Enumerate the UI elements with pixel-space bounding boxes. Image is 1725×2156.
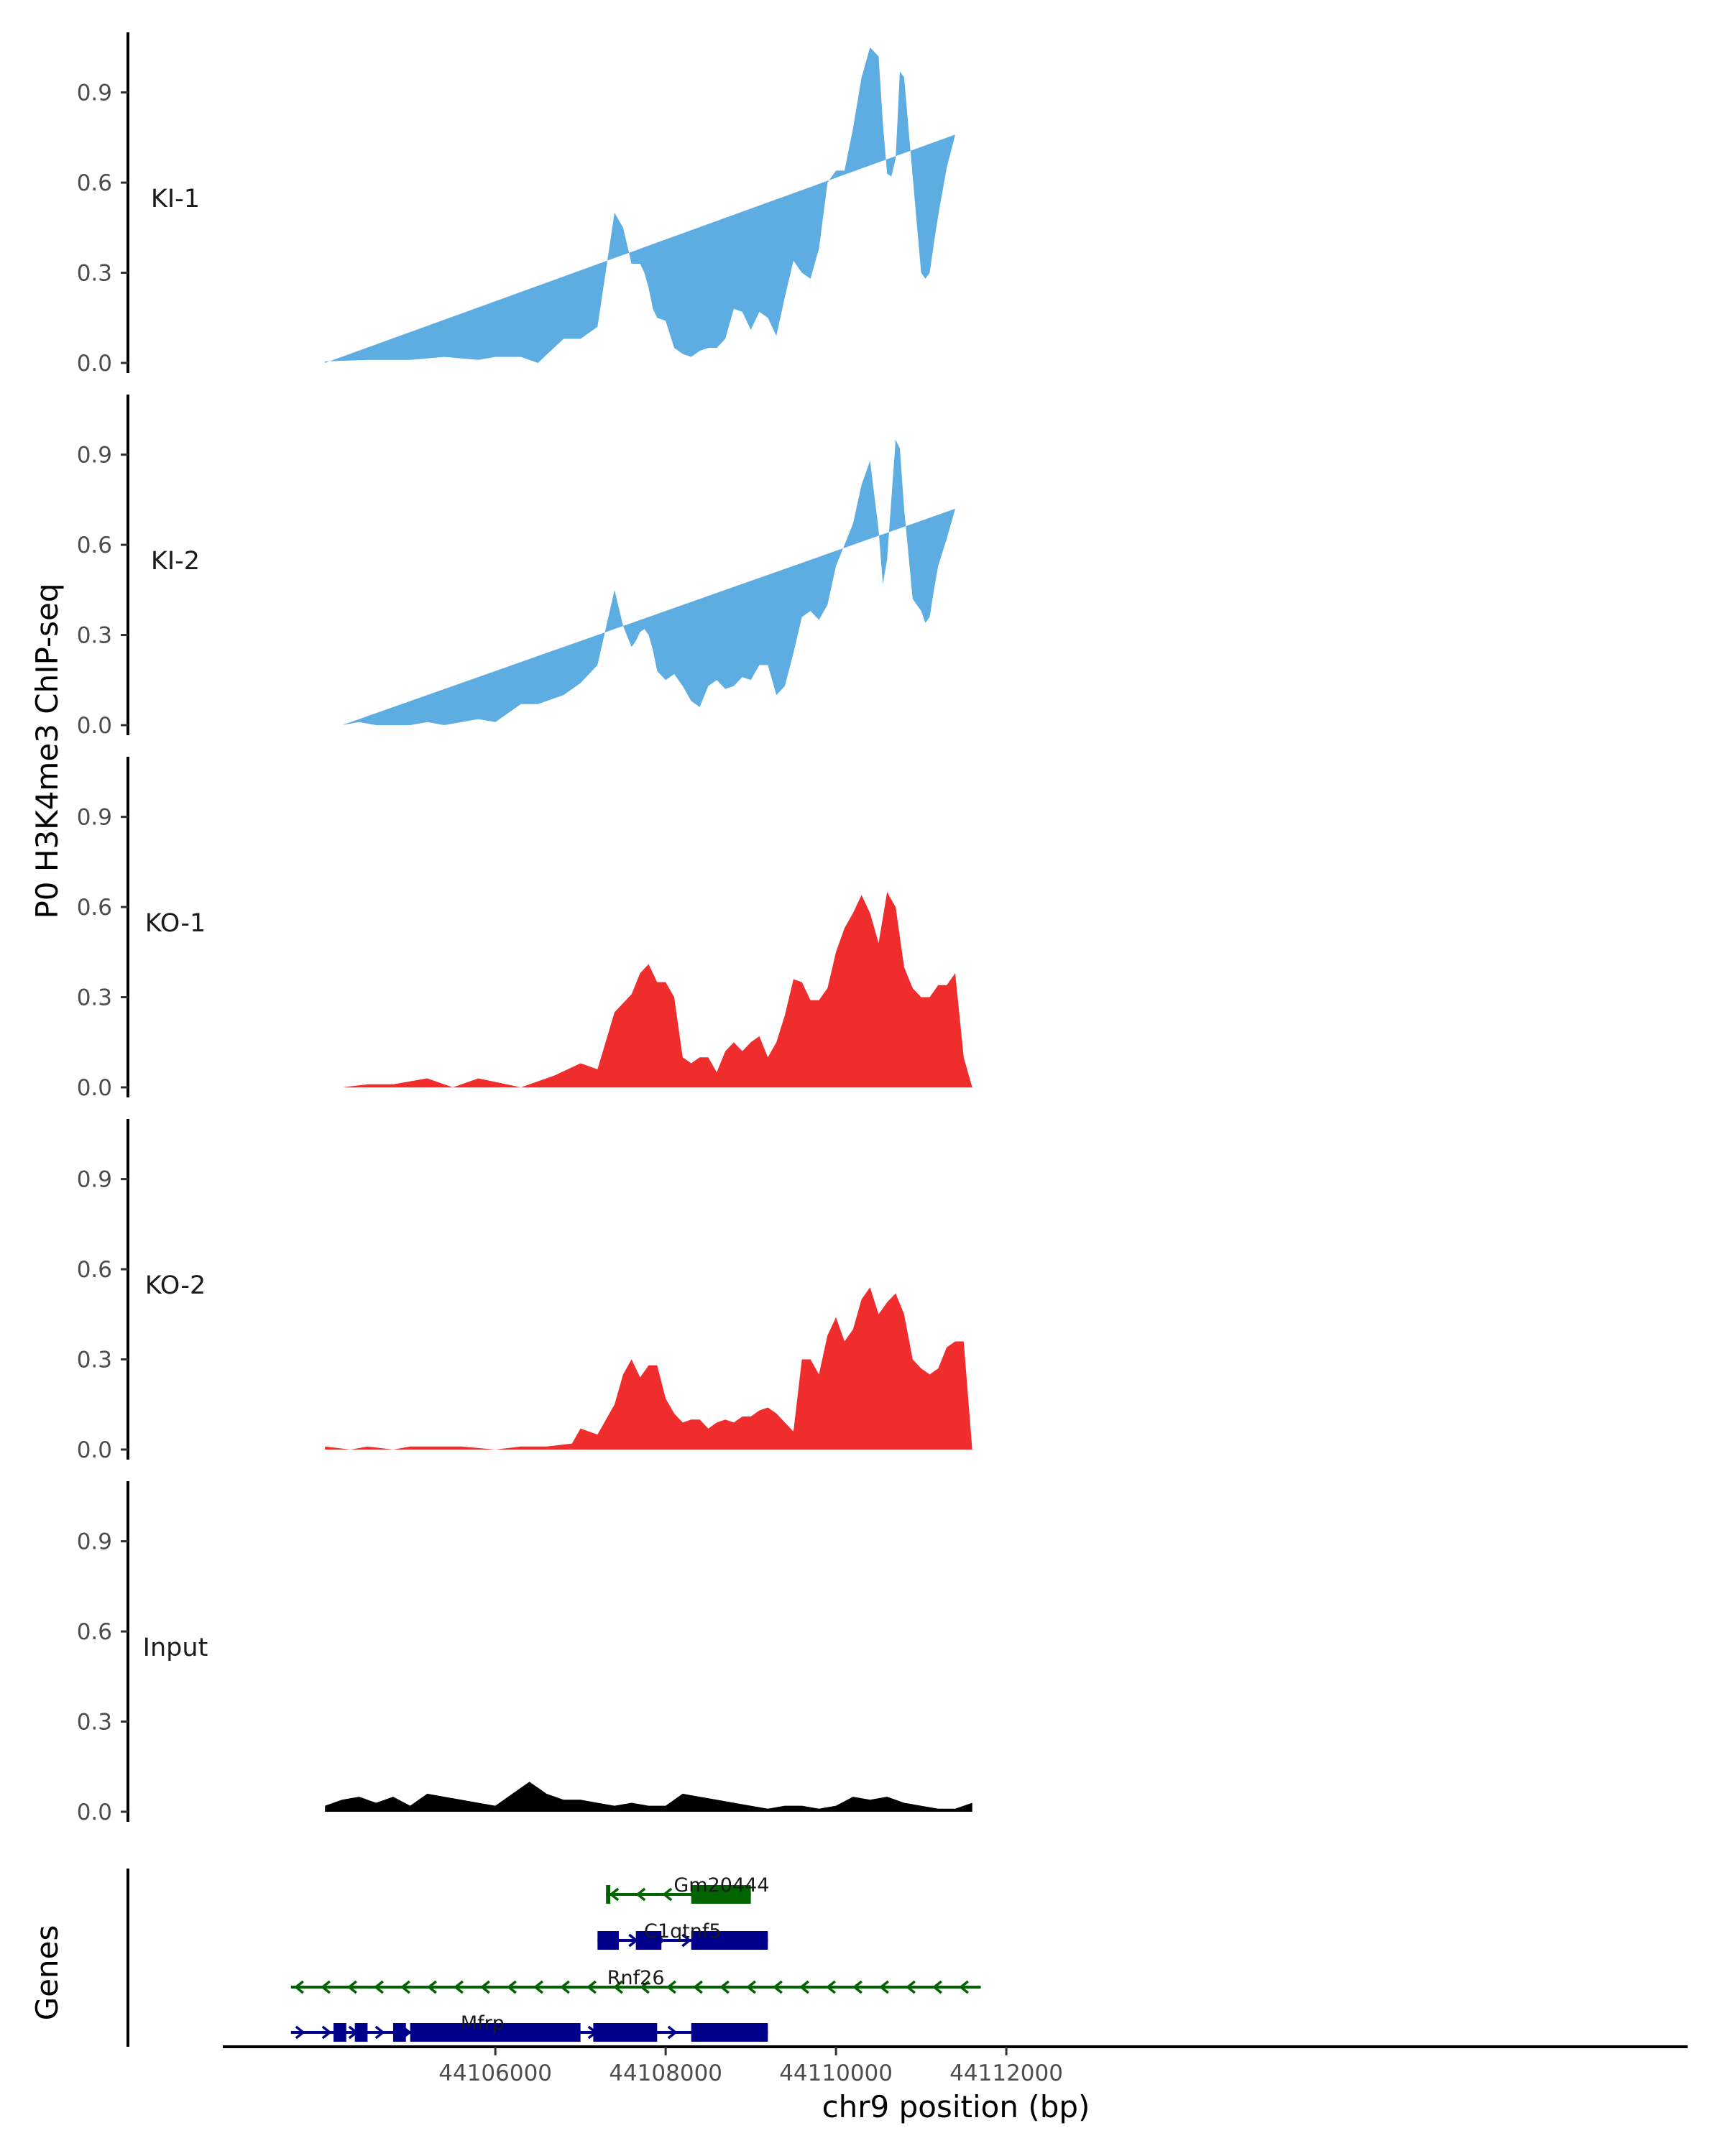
strand-arrow xyxy=(612,1980,623,1994)
x-tick-label: 44110000 xyxy=(779,2060,893,2086)
gene-exon xyxy=(691,1931,768,1950)
track-label: KI-1 xyxy=(151,185,200,213)
y-tick-label: 0.6 xyxy=(77,895,112,921)
gene-exon xyxy=(334,2023,346,2042)
y-tick-label: 0.0 xyxy=(77,351,112,377)
gene-c1qtnf5: C1qtnf5 xyxy=(597,1920,768,1950)
y-tick-label: 0.3 xyxy=(77,1710,112,1736)
strand-arrow xyxy=(852,1980,862,1994)
y-tick-label: 0.9 xyxy=(77,443,112,469)
gene-label: C1qtnf5 xyxy=(644,1920,722,1943)
gene-label: Gm20444 xyxy=(673,1874,769,1897)
strand-arrow xyxy=(506,1980,517,1994)
x-tick-label: 44108000 xyxy=(609,2060,722,2086)
gene-mfrp: Mfrp xyxy=(290,2012,768,2042)
x-tick-label: 44112000 xyxy=(949,2060,1063,2086)
y-tick-label: 0.0 xyxy=(77,1075,112,1101)
strand-arrow xyxy=(609,1887,620,1902)
strand-arrow xyxy=(666,1980,676,1994)
gene-exon xyxy=(635,1931,662,1950)
gene-exon xyxy=(606,1885,611,1904)
y-tick-label: 0.9 xyxy=(77,1167,112,1193)
track-label: KI-2 xyxy=(151,547,200,576)
y-tick-label: 0.3 xyxy=(77,985,112,1011)
strand-arrow xyxy=(799,1980,809,1994)
strand-arrow xyxy=(321,2025,332,2040)
strand-arrow xyxy=(719,1980,730,1994)
series-area-ko-2 xyxy=(325,1287,972,1450)
gene-label: Mfrp xyxy=(461,2012,505,2035)
series-area-ko-1 xyxy=(341,892,972,1087)
series-area-input xyxy=(325,1782,972,1812)
track-label: KO-2 xyxy=(145,1271,206,1300)
signal-tracks: 0.00.30.60.9KI-10.00.30.60.9KI-20.00.30.… xyxy=(77,32,972,1825)
strand-arrow xyxy=(772,1980,783,1994)
strand-arrow xyxy=(825,1980,836,1994)
track-input: 0.0 0.3 0.6 0.9 Input xyxy=(77,1481,972,1825)
y-tick-label: 0.6 xyxy=(77,1257,112,1283)
y-tick-label: 0.0 xyxy=(77,1437,112,1463)
y-tick-label: 0.6 xyxy=(77,1619,112,1645)
y-tick-label: 0.9 xyxy=(77,805,112,831)
y-tick-label: 0.3 xyxy=(77,261,112,287)
strand-arrow xyxy=(373,1980,384,1994)
gene-gm20444: Gm20444 xyxy=(606,1874,769,1904)
track-label: KO-1 xyxy=(145,909,206,938)
y-tick-label: 0.3 xyxy=(77,1348,112,1373)
gene-rnf26: Rnf26 xyxy=(290,1967,981,1994)
strand-arrow xyxy=(681,1933,692,1948)
gene-label: Rnf26 xyxy=(607,1967,665,1989)
gene-exon xyxy=(691,2023,768,2042)
genes-axis-title: Genes xyxy=(29,1925,65,2021)
strand-arrow xyxy=(400,1980,410,1994)
track-ki-1: 0.0 0.3 0.6 0.9 KI-1 xyxy=(77,32,955,377)
x-tick-label: 44106000 xyxy=(438,2060,552,2086)
strand-arrow xyxy=(295,2025,305,2040)
y-tick-label: 0.0 xyxy=(77,1800,112,1825)
series-area-ki-2 xyxy=(341,439,955,725)
strand-arrow xyxy=(745,1980,756,1994)
strand-arrow xyxy=(426,1980,437,1994)
gene-exon xyxy=(593,2023,658,2042)
strand-arrow xyxy=(662,1887,673,1902)
track-ki-2: 0.0 0.3 0.6 0.9 KI-2 xyxy=(77,395,955,739)
strand-arrow xyxy=(635,1887,646,1902)
series-area-ki-1 xyxy=(325,47,955,364)
strand-arrow xyxy=(479,1980,490,1994)
strand-arrow xyxy=(905,1980,916,1994)
x-axis: 44106000 44108000 44110000 44112000 xyxy=(223,2045,1688,2086)
strand-arrow xyxy=(374,2025,385,2040)
x-axis-title: chr9 position (bp) xyxy=(822,2089,1090,2124)
strand-arrow xyxy=(878,1980,889,1994)
y-axis-title: P0 H3K4me3 ChIP-seq xyxy=(29,583,65,918)
track-ko-1: 0.0 0.3 0.6 0.9 KO-1 xyxy=(77,757,972,1101)
track-label: Input xyxy=(143,1634,208,1662)
y-tick-label: 0.6 xyxy=(77,533,112,558)
y-tick-label: 0.9 xyxy=(77,80,112,106)
strand-arrow xyxy=(932,1980,942,1994)
strand-arrow xyxy=(639,1980,650,1994)
y-tick-label: 0.3 xyxy=(77,623,112,649)
strand-arrow xyxy=(692,1980,703,1994)
strand-arrow xyxy=(346,1980,357,1994)
gene-exon xyxy=(410,2023,581,2042)
gene-exon xyxy=(392,2023,406,2042)
y-tick-label: 0.0 xyxy=(77,713,112,739)
track-ko-2: 0.0 0.3 0.6 0.9 KO-2 xyxy=(77,1119,972,1463)
gene-exon xyxy=(691,1885,751,1904)
strand-arrow xyxy=(533,1980,543,1994)
strand-arrow xyxy=(320,1980,331,1994)
strand-arrow xyxy=(958,1980,969,1994)
y-tick-label: 0.9 xyxy=(77,1529,112,1555)
y-tick-label: 0.6 xyxy=(77,170,112,196)
gene-track: Gm20444 C1qtnf5 Rnf26 Mfrp xyxy=(126,1869,981,2047)
strand-arrow xyxy=(453,1980,464,1994)
strand-arrow xyxy=(293,1980,304,1994)
gene-exon xyxy=(597,1931,619,1950)
strand-arrow xyxy=(667,2025,678,2040)
strand-arrow xyxy=(586,1980,597,1994)
gene-exon xyxy=(354,2023,368,2042)
strand-arrow xyxy=(559,1980,570,1994)
